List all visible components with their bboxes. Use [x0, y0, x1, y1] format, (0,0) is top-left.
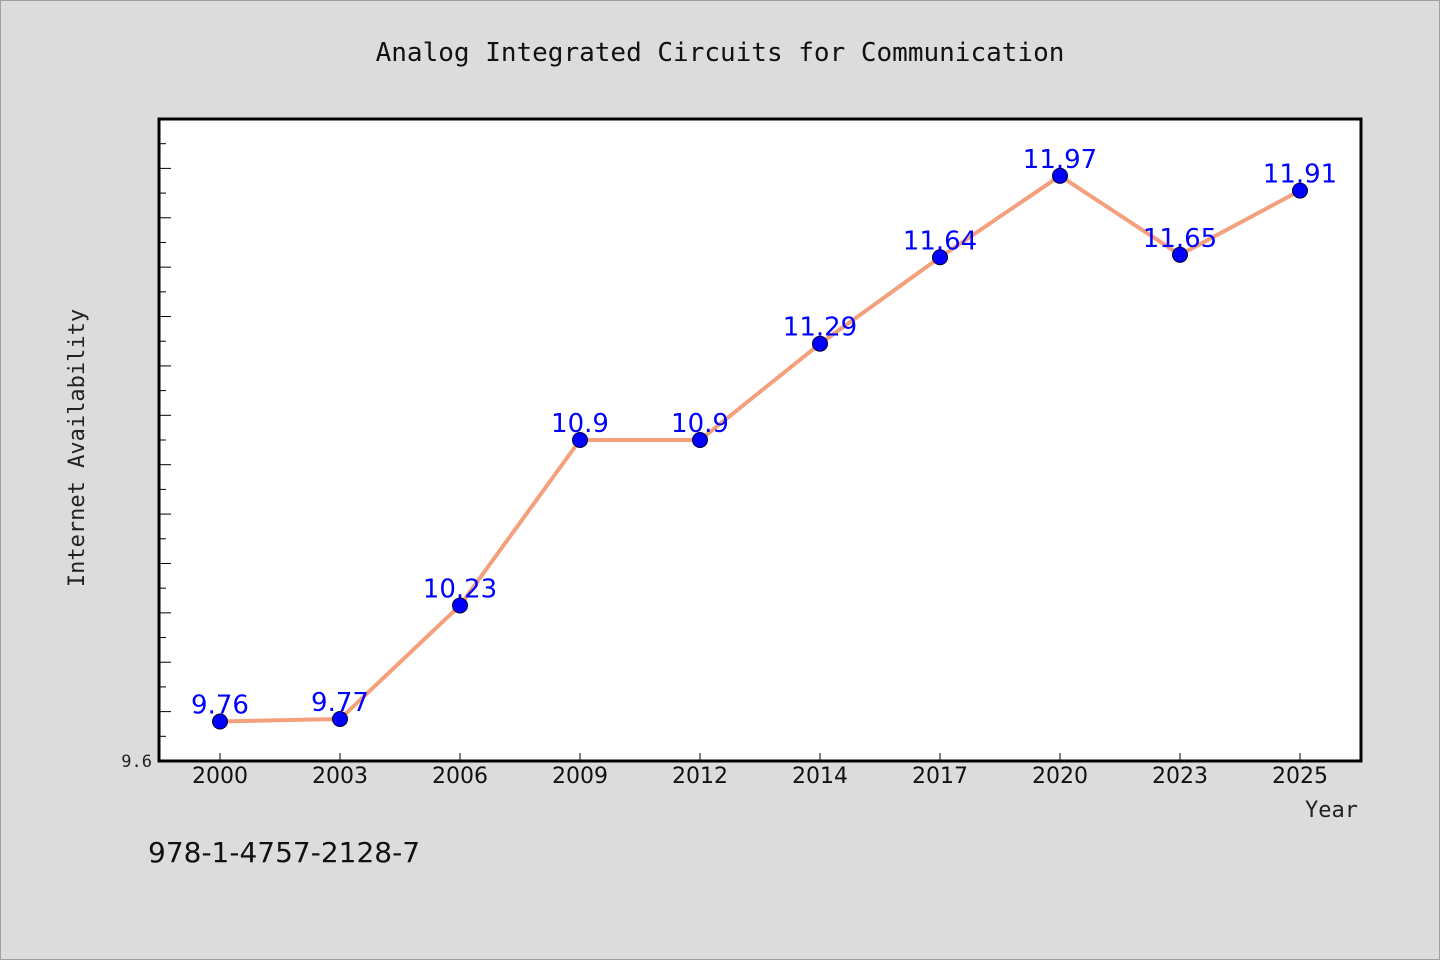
- data-point: [1172, 246, 1188, 263]
- data-point: [1052, 167, 1068, 184]
- y-axis-label: Internet Availability: [65, 309, 90, 587]
- x-tick-labels: 2000 2003 2006 2009 2012 2014 2017 2020 2023 2025: [192, 764, 1328, 789]
- data-label: 10.23: [423, 574, 497, 604]
- data-point: [212, 713, 228, 730]
- x-tick-marks: [219, 753, 1301, 761]
- x-tick-label: 2023: [1152, 764, 1208, 789]
- x-tick-label: 2014: [792, 764, 848, 789]
- plot-area: [157, 117, 1363, 763]
- data-point: [692, 432, 708, 448]
- data-label: 11.91: [1263, 160, 1337, 190]
- data-point: [932, 249, 948, 266]
- data-point: [452, 597, 468, 614]
- data-label: 11.29: [783, 313, 857, 343]
- y-tick-label: 9.6: [121, 752, 152, 772]
- x-tick-label: 2009: [552, 764, 608, 789]
- data-label: 11.65: [1143, 224, 1217, 254]
- x-tick-label: 2025: [1272, 764, 1328, 789]
- data-label: 11.64: [903, 226, 977, 256]
- data-labels: 9.76 9.77 10.23 10.9 10.9 11.29 11.64 11.97 11.6…: [191, 145, 1337, 721]
- data-point: [812, 335, 828, 352]
- data-point: [572, 432, 588, 448]
- chart-title: Analog Integrated Circuits for Communica…: [376, 38, 1065, 68]
- isbn-text: 978-1-4757-2128-7: [148, 836, 420, 869]
- x-tick-label: 2020: [1032, 764, 1088, 789]
- data-label: 10.9: [551, 409, 609, 439]
- x-tick-label: 2012: [672, 764, 728, 789]
- x-tick-label: 2003: [312, 764, 368, 789]
- x-axis-label: Year: [1305, 798, 1358, 823]
- x-tick-label: 2006: [432, 764, 488, 789]
- x-tick-label: 2017: [912, 764, 968, 789]
- data-label: 11.97: [1023, 145, 1097, 175]
- y-minor-ticks: [159, 143, 171, 737]
- x-tick-label: 2000: [192, 764, 248, 789]
- data-label: 9.77: [311, 688, 369, 718]
- series-line: [219, 173, 1301, 724]
- data-markers: [212, 167, 1308, 730]
- data-point: [332, 711, 348, 728]
- data-label: 9.76: [191, 690, 249, 720]
- data-point: [1292, 182, 1308, 199]
- data-label: 10.9: [671, 409, 729, 439]
